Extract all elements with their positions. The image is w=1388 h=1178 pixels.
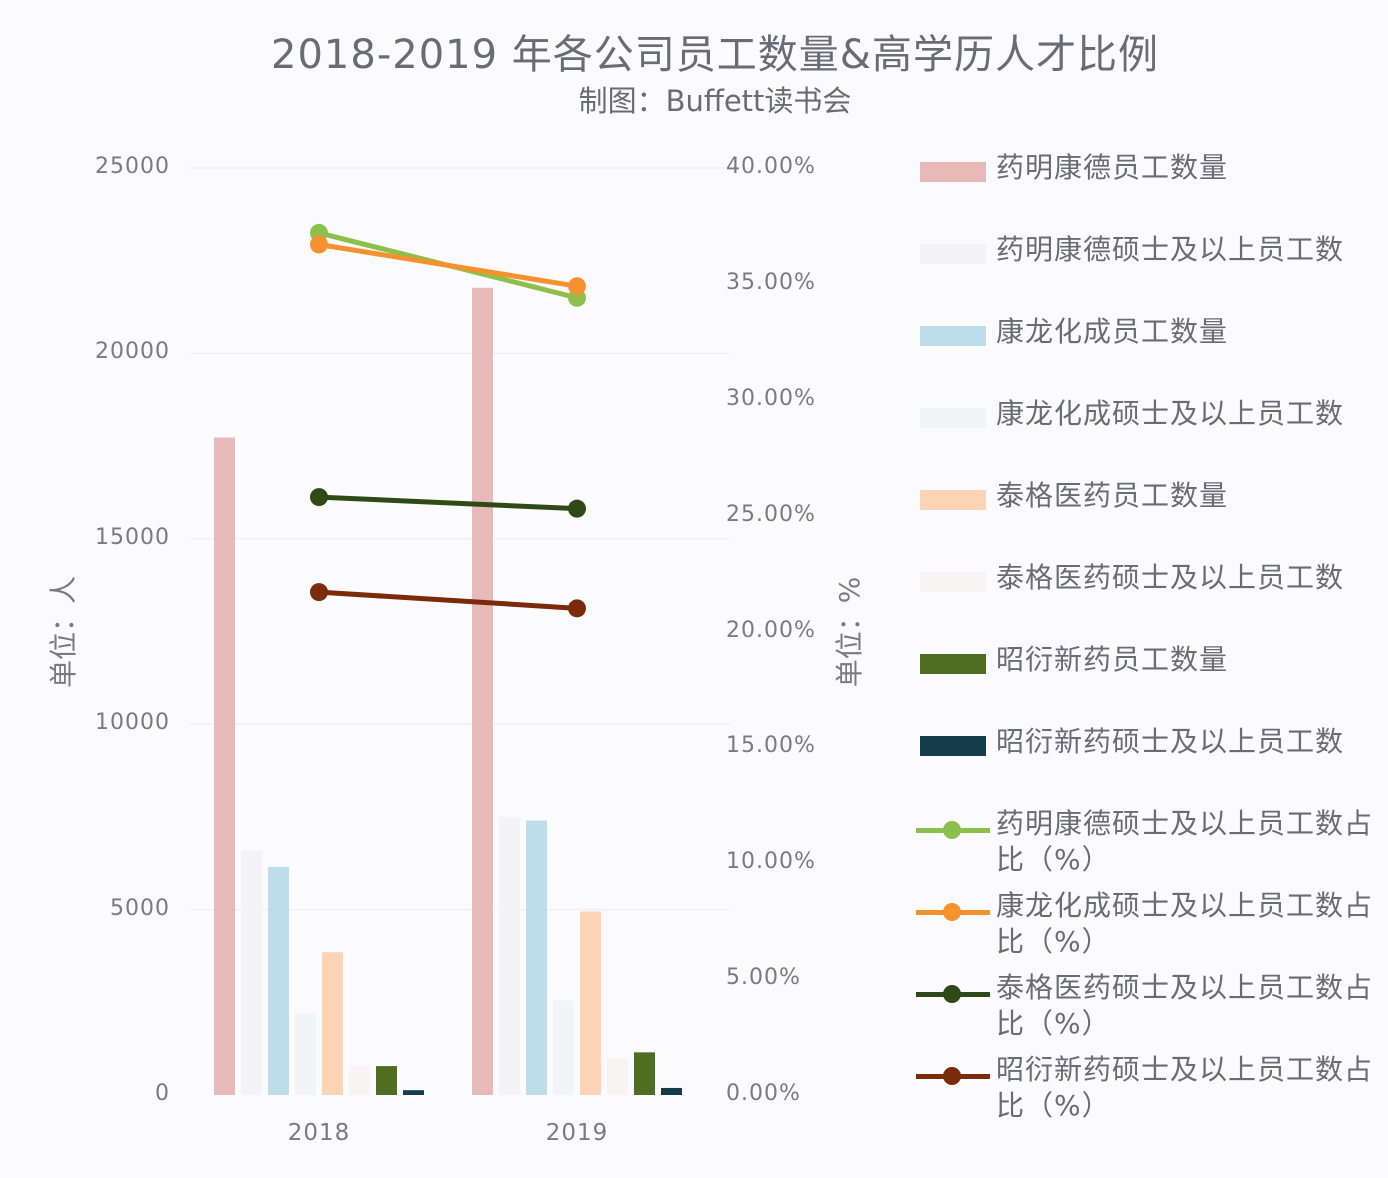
bar xyxy=(376,1066,397,1095)
legend-marker-swatch xyxy=(943,903,961,921)
bar xyxy=(499,816,520,1095)
legend-item: 昭衍新药员工数量 xyxy=(916,642,1376,724)
legend-item: 泰格医药硕士及以上员工数 xyxy=(916,560,1376,642)
y-axis-label-left: 单位：人 xyxy=(47,575,80,689)
y-tick-label-left: 10000 xyxy=(95,710,170,736)
legend-label: 昭衍新药硕士及以上员工数 xyxy=(996,725,1345,758)
legend-marker-swatch xyxy=(943,985,961,1003)
y-tick-label-right: 30.00% xyxy=(726,385,816,411)
legend-label: 昭衍新药员工数量 xyxy=(996,643,1229,676)
legend-marker-swatch xyxy=(943,1067,961,1085)
bar xyxy=(607,1057,628,1095)
y-tick-label-right: 20.00% xyxy=(726,617,816,643)
bar xyxy=(526,820,547,1095)
legend-label: 药明康德员工数量 xyxy=(996,151,1229,184)
bar xyxy=(241,850,262,1095)
bar xyxy=(295,1013,316,1095)
line-point xyxy=(568,599,586,618)
legend-label: 药明康德硕士及以上员工数占比（%） xyxy=(996,807,1374,876)
y-tick-label-right: 35.00% xyxy=(726,269,816,295)
y-tick-label-right: 15.00% xyxy=(726,733,816,759)
legend-label: 泰格医药硕士及以上员工数 xyxy=(996,561,1345,594)
legend-color-swatch xyxy=(920,654,986,674)
legend-color-swatch xyxy=(920,736,986,756)
legend-label: 药明康德硕士及以上员工数 xyxy=(996,233,1345,266)
line-point xyxy=(568,277,586,296)
legend: 药明康德员工数量药明康德硕士及以上员工数 康龙化成员工数量康龙化成硕士及以上员工数… xyxy=(916,150,1376,1134)
x-tick-label: 2018 xyxy=(287,1120,351,1146)
legend-item: 药明康德硕士及以上员工数占比（%） xyxy=(916,806,1376,888)
legend-item: 康龙化成硕士及以上员工数 xyxy=(916,396,1376,478)
y-tick-label-right: 5.00% xyxy=(726,965,801,991)
legend-label: 康龙化成硕士及以上员工数 xyxy=(996,397,1345,430)
legend-label: 泰格医药硕士及以上员工数占比（%） xyxy=(996,971,1374,1040)
legend-item: 药明康德硕士及以上员工数 xyxy=(916,232,1376,314)
legend-item: 泰格医药硕士及以上员工数占比（%） xyxy=(916,970,1376,1052)
line-point xyxy=(568,499,586,518)
y-tick-label-left: 20000 xyxy=(95,339,170,365)
legend-color-swatch xyxy=(920,244,986,264)
chart-subtitle: 制图：Buffett读书会 xyxy=(578,84,852,118)
series-line xyxy=(316,494,580,512)
y-tick-label-left: 5000 xyxy=(110,895,170,921)
y-axis-label-right: 单位：% xyxy=(833,576,866,688)
y-tick-label-right: 40.00% xyxy=(726,154,816,179)
line-point xyxy=(310,583,328,602)
y-tick-label-left: 0 xyxy=(155,1081,170,1106)
legend-marker-swatch xyxy=(943,821,961,839)
series-line xyxy=(316,589,580,611)
legend-color-swatch xyxy=(920,162,986,182)
bar xyxy=(268,866,289,1095)
legend-color-swatch xyxy=(920,408,986,428)
legend-item: 药明康德员工数量 xyxy=(916,150,1376,232)
legend-color-swatch xyxy=(920,572,986,592)
y-tick-label-right: 0.00% xyxy=(726,1081,801,1106)
bar xyxy=(472,287,493,1095)
bar xyxy=(661,1087,682,1095)
legend-color-swatch xyxy=(920,490,986,510)
x-tick-label: 2019 xyxy=(545,1120,609,1146)
line-point xyxy=(310,488,328,507)
legend-item: 昭衍新药硕士及以上员工数 xyxy=(916,724,1376,806)
legend-label: 泰格医药员工数量 xyxy=(996,479,1229,512)
legend-item: 康龙化成硕士及以上员工数占比（%） xyxy=(916,888,1376,970)
bar xyxy=(580,911,601,1095)
bar xyxy=(403,1090,424,1095)
line-point xyxy=(310,235,328,254)
y-tick-label-right: 10.00% xyxy=(726,849,816,875)
legend-label: 康龙化成员工数量 xyxy=(996,315,1229,348)
series-line xyxy=(316,241,580,289)
legend-item: 康龙化成员工数量 xyxy=(916,314,1376,396)
y-tick-label-left: 25000 xyxy=(95,154,170,179)
y-tick-label-left: 15000 xyxy=(95,524,170,550)
legend-label: 康龙化成硕士及以上员工数占比（%） xyxy=(996,889,1374,958)
legend-color-swatch xyxy=(920,326,986,346)
bar xyxy=(214,437,235,1095)
legend-label: 昭衍新药硕士及以上员工数占比（%） xyxy=(996,1053,1374,1122)
bar xyxy=(322,952,343,1095)
y-tick-label-right: 25.00% xyxy=(726,501,816,527)
bar xyxy=(553,1000,574,1095)
bar xyxy=(634,1052,655,1095)
bar xyxy=(349,1065,370,1095)
chart-title: 2018-2019 年各公司员工数量&高学历人才比例 xyxy=(271,32,1159,78)
legend-item: 泰格医药员工数量 xyxy=(916,478,1376,560)
legend-item: 昭衍新药硕士及以上员工数占比（%） xyxy=(916,1052,1376,1134)
